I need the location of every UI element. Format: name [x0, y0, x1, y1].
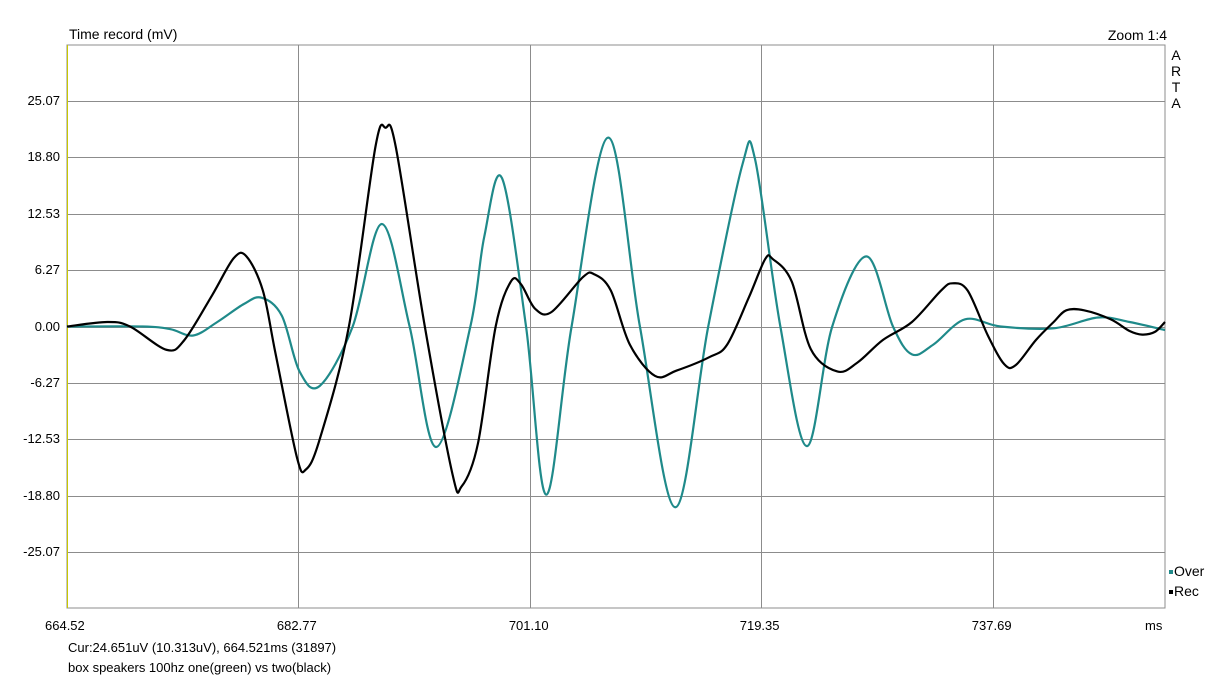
x-tick-label: 682.77 [276, 618, 317, 633]
y-tick-label: 25.07 [27, 93, 60, 109]
x-tick-label: 664.52 [45, 618, 85, 633]
y-tick-label: 12.53 [27, 205, 60, 221]
y-tick-label: 18.80 [27, 149, 60, 165]
x-tick-label: 719.35 [739, 618, 780, 633]
arta-letter: A [1171, 47, 1181, 63]
arta-letter: T [1171, 79, 1181, 95]
legend-swatch-rec [1169, 590, 1173, 595]
legend-label-rec: Rec [1174, 583, 1199, 599]
chart-title: Time record (mV) [69, 26, 178, 42]
cursor-readout: Cur:24.651uV (10.313uV), 664.521ms (3189… [68, 640, 337, 655]
y-tick-label: 0.00 [34, 318, 60, 334]
y-tick-label: -6.27 [30, 374, 60, 390]
legend-item-rec[interactable]: Rec [1169, 583, 1199, 599]
arta-letter: R [1170, 63, 1182, 79]
y-tick-label: -12.53 [23, 431, 60, 447]
x-axis-unit: ms [1145, 618, 1163, 633]
legend-swatch-over [1169, 570, 1173, 575]
x-tick-label: 701.10 [508, 618, 549, 633]
legend-item-over[interactable]: Over [1169, 563, 1204, 579]
x-tick-label: 737.69 [971, 618, 1012, 633]
y-tick-label: 6.27 [34, 262, 60, 278]
series-line-rec [66, 123, 1166, 494]
legend-label-over: Over [1174, 563, 1205, 579]
arta-letter: A [1171, 95, 1181, 111]
plot-area [66, 44, 1166, 609]
chart-caption: box speakers 100hz one(green) vs two(bla… [68, 660, 332, 675]
zoom-level[interactable]: Zoom 1:4 [1107, 27, 1167, 43]
y-tick-label: -25.07 [23, 543, 60, 559]
series-line-over [66, 136, 1166, 509]
y-tick-label: -18.80 [23, 487, 60, 503]
